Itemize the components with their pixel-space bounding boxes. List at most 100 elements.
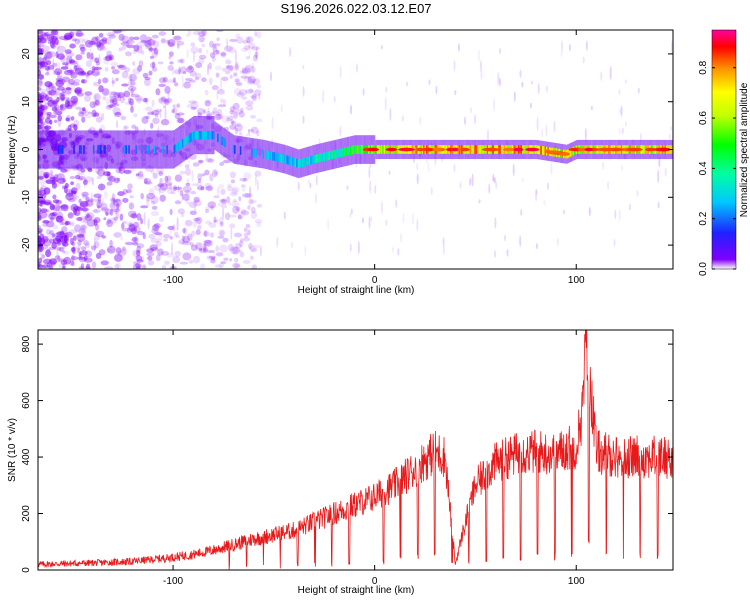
spectrogram-noise-blob: [68, 222, 75, 227]
spectrogram-noise-blob: [57, 258, 64, 263]
spectrogram-noise-blob: [116, 64, 124, 68]
spectrogram-noise-blob: [38, 207, 42, 215]
spectrogram-noise-blob: [203, 109, 207, 114]
spectrogram-noise-blob: [68, 229, 78, 234]
spectrogram-ridge-core: [234, 145, 236, 154]
spectrogram-noise-blob: [179, 58, 185, 64]
colorbar-tick-label: 0.8: [698, 60, 709, 74]
spectrogram-noise-blob: [128, 79, 136, 87]
spectrogram-noise-blob: [145, 43, 153, 50]
spectrogram-noise-blob: [48, 172, 54, 180]
spectrogram-noise-blob: [38, 200, 47, 204]
spectrogram-noise-blob: [133, 221, 140, 228]
spectrogram-noise-blob: [250, 95, 257, 99]
spectrogram-noise-blob: [185, 198, 190, 205]
spectrogram-noise-blob: [39, 119, 44, 124]
spectrogram-noise-blob: [226, 118, 232, 122]
spectrogram-ridge-core: [541, 146, 544, 155]
spectrogram-noise-blob: [38, 62, 43, 69]
spectrogram-noise-blob: [46, 60, 52, 66]
spectrogram-noise-blob: [82, 38, 89, 44]
spectrogram-noise-blob: [127, 210, 137, 218]
spectrogram-noise-blob: [184, 189, 190, 195]
spectrogram-noise-blob: [111, 198, 121, 202]
spectrogram-noise-blob: [199, 54, 207, 60]
spectrogram-noise-blob: [81, 191, 89, 197]
spectrogram-noise-blob: [159, 178, 163, 184]
spectrogram-noise-blob: [49, 169, 54, 176]
spectrogram-ridge-core: [344, 147, 346, 157]
spectrogram-ridge-halo: [66, 130, 68, 169]
spectrogram-noise-blob: [55, 215, 63, 223]
spectrogram-noise-blob: [138, 170, 144, 178]
spectrogram-noise-blob: [40, 211, 48, 219]
spectrogram-noise-blob: [58, 91, 67, 97]
spectrogram-noise-blob: [97, 196, 102, 203]
spectrogram-noise-blob: [152, 40, 160, 49]
spectrogram-noise-blob: [84, 214, 93, 221]
spectrogram-noise-blob: [201, 77, 207, 82]
spectrogram-ridge-core: [189, 133, 191, 143]
spectrogram-noise-blob: [185, 77, 193, 81]
spectrogram-noise-blob: [203, 231, 211, 237]
spectrogram-noise-blob: [38, 74, 44, 80]
spectrogram-noise-blob: [141, 50, 145, 55]
spectrogram-noise-blob: [146, 196, 151, 202]
spectrogram-ridge-core: [273, 152, 276, 161]
spectrogram-noise-blob: [38, 107, 42, 112]
spectrogram-noise-blob: [171, 109, 175, 113]
spectrogram-noise-blob: [203, 239, 212, 244]
spectrogram-noise-blob: [124, 67, 131, 73]
spectrogram-noise-blob: [65, 192, 74, 201]
spectrogram-streak: [428, 79, 431, 86]
spectrogram-noise-blob: [112, 98, 118, 105]
spectrogram-noise-blob: [131, 237, 138, 242]
spectrogram-noise-blob: [211, 257, 216, 261]
spectrogram-noise-blob: [38, 200, 43, 207]
spectrogram-noise-blob: [220, 52, 227, 57]
spectrogram-streak: [44, 52, 47, 64]
spectrogram-noise-blob: [72, 206, 82, 211]
spectrogram-noise-blob: [100, 207, 109, 212]
spectrogram-noise-blob: [93, 66, 102, 70]
spectrogram-ridge-core: [356, 145, 359, 154]
spectrogram-ridge-core: [306, 157, 308, 166]
spectrogram-noise-blob: [240, 107, 244, 113]
spectrogram-noise-blob: [216, 114, 224, 120]
spectrogram-noise-blob: [229, 258, 233, 262]
spectrogram-noise-blob: [169, 208, 173, 216]
spectrogram-noise-blob: [112, 107, 121, 115]
spectrogram-noise-blob: [43, 187, 51, 195]
spectrogram-noise-blob: [43, 174, 49, 179]
spectrogram-noise-blob: [215, 245, 219, 253]
spectrogram-y-axis-title: Frequency (Hz): [7, 116, 18, 185]
spectrogram-noise-blob: [108, 54, 114, 61]
spectrogram-streak: [191, 170, 194, 182]
spectrogram-noise-blob: [74, 87, 82, 93]
spectrogram-noise-blob: [229, 110, 235, 115]
spectrogram-noise-blob: [62, 177, 66, 183]
spectrogram-noise-blob: [38, 235, 42, 244]
spectrogram-streak: [169, 227, 172, 235]
spectrogram-noise-blob: [183, 81, 191, 89]
spectrogram-noise-blob: [198, 247, 203, 252]
spectrogram-streak: [220, 77, 223, 91]
spectrogram-ridge-halo: [163, 130, 166, 169]
spectrogram-noise-blob: [103, 47, 108, 51]
spectrogram-ridge-halo: [53, 130, 55, 169]
spectrogram-noise-blob: [84, 40, 94, 48]
spectrogram-noise-blob: [38, 110, 43, 116]
spectrogram-noise-blob: [126, 227, 132, 233]
spectrogram-noise-blob: [189, 242, 194, 247]
spectrogram-noise-blob: [61, 97, 70, 101]
spectrogram-noise-blob: [39, 188, 46, 196]
spectrogram-ridge-halo: [108, 130, 111, 169]
spectrogram-ridge-halo: [88, 130, 91, 169]
spectrogram-noise-blob: [105, 54, 113, 59]
spectrogram-noise-blob: [140, 256, 145, 262]
spectrogram-streak: [478, 199, 481, 204]
spectrogram-ridge-core: [355, 145, 357, 154]
spectrogram-streak: [530, 102, 532, 109]
spectrogram-noise-blob: [227, 243, 234, 252]
spectrogram-noise-blob: [146, 36, 152, 42]
